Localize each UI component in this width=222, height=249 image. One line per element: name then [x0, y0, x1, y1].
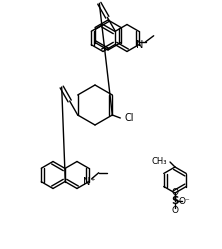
- Text: O⁻: O⁻: [178, 196, 190, 205]
- Text: N⁺: N⁺: [83, 177, 96, 187]
- Text: N: N: [136, 40, 143, 50]
- Text: S: S: [171, 196, 179, 206]
- Text: Cl: Cl: [124, 113, 134, 123]
- Text: CH₃: CH₃: [151, 157, 167, 166]
- Text: O: O: [172, 205, 178, 214]
- Text: O: O: [172, 187, 178, 196]
